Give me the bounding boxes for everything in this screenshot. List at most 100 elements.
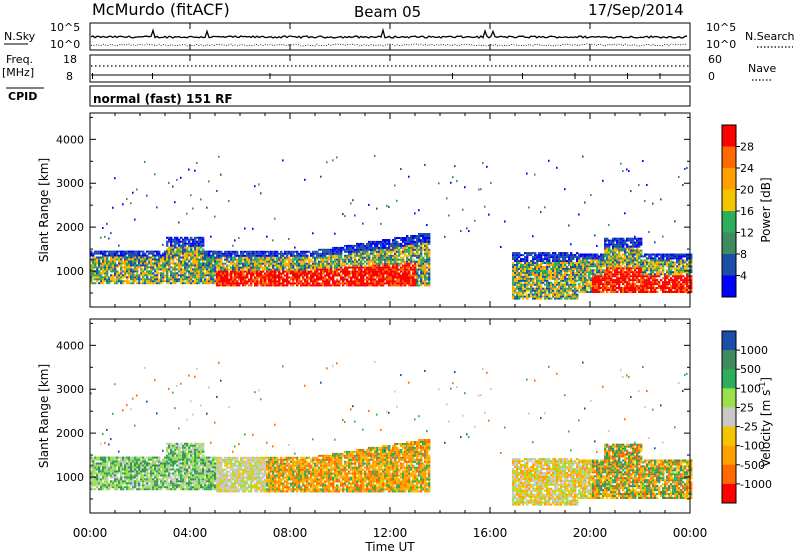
echo-cell [326,282,329,285]
echo-cell [230,284,233,287]
echo-cell [184,262,187,265]
echo-cell [266,268,269,271]
echo-cell [378,242,381,245]
echo-cell [672,287,675,289]
echo-cell [676,277,679,280]
echo-cell [572,275,575,278]
echo-cell [676,261,679,264]
echo-cell [182,260,185,263]
echo-cell [524,281,527,284]
echo-cell [666,281,669,284]
echo-cell [184,268,187,271]
echo-cell [106,266,109,269]
echo-cell [668,259,671,262]
echo-cell [196,252,199,255]
echo-cell [632,283,635,286]
echo-cell [428,237,431,239]
echo-cell [200,266,203,269]
echo-cell [570,273,573,276]
echo-cell [250,252,253,255]
echo-cell [540,264,543,266]
echo-cell [614,257,617,260]
echo-cell [588,283,591,286]
echo-cell [350,270,353,273]
echo-cell [112,254,115,257]
echo-cell [256,264,259,267]
echo-cell [570,283,573,286]
echo-cell [338,262,341,265]
echo-cell [576,252,579,255]
echo-cell [602,271,605,274]
echo-cell [420,284,423,287]
echo-cell [344,278,347,281]
echo-cell [588,275,591,278]
echo-cell [610,287,613,289]
echo-cell [420,235,423,237]
echo-cell [520,266,523,268]
scatter-cell [130,202,132,205]
echo-cell [646,287,649,289]
echo-cell [234,250,237,253]
echo-cell [616,281,619,284]
echo-cell [108,250,111,253]
echo-cell [302,260,305,263]
echo-cell [400,237,403,239]
echo-cell [120,266,123,269]
echo-cell [638,253,641,256]
echo-cell [540,297,543,300]
echo-cell [630,251,633,254]
echo-cell [98,270,101,273]
echo-cell [112,266,115,269]
echo-cell [546,260,549,262]
echo-cell [158,282,161,285]
echo-cell [140,260,143,263]
echo-cell [198,274,201,277]
echo-cell [520,295,523,298]
echo-cell [256,256,259,259]
scatter-cell [654,241,656,244]
echo-cell [664,277,667,280]
echo-cell [318,264,321,267]
echo-cell [670,279,673,282]
echo-cell [594,265,597,268]
echo-cell [542,262,545,264]
echo-cell [554,275,557,278]
echo-cell [92,264,95,267]
echo-cell [142,274,145,277]
echo-cell [160,254,163,257]
echo-cell [374,278,377,281]
echo-cell [212,250,215,253]
echo-cell [132,270,135,273]
echo-cell [566,287,569,290]
echo-cell [104,280,107,283]
echo-cell [576,275,579,278]
echo-cell [204,274,207,277]
echo-cell [624,261,627,264]
echo-cell [614,269,617,272]
echo-cell [250,278,253,281]
echo-cell [244,276,247,279]
echo-cell [606,251,609,254]
echo-cell [136,270,139,273]
echo-cell [376,256,379,259]
echo-cell [652,277,655,280]
echo-cell [516,260,519,262]
echo-cell [336,256,339,259]
echo-cell [372,274,375,277]
echo-cell [524,285,527,288]
echo-cell [322,284,325,287]
echo-cell [408,242,411,245]
echo-cell [354,282,357,285]
echo-cell [418,264,421,267]
scatter-cell [386,204,388,207]
echo-cell [332,266,335,269]
echo-cell [298,260,301,263]
echo-cell [322,276,325,279]
echo-cell [650,257,653,260]
echo-cell [632,261,635,264]
echo-cell [156,250,159,253]
echo-cell [388,264,391,267]
scatter-cell [526,172,528,175]
echo-cell [536,289,539,292]
scatter-cell [168,181,170,184]
